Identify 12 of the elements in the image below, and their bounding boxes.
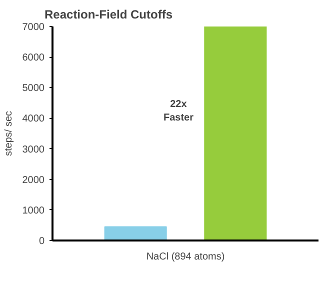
y-tick-label: 5000: [22, 83, 45, 94]
y-tick-label: 1000: [22, 205, 45, 216]
x-tick-label: NaCl (894 atoms): [146, 252, 225, 262]
y-tick-label: 7000: [22, 22, 45, 33]
chart-title: Reaction-Field Cutoffs: [44, 8, 173, 22]
y-tick-label: 2000: [22, 174, 45, 186]
y-tick-label: 0: [38, 236, 45, 247]
y-axis-title: steps/ sec: [3, 110, 14, 156]
y-tick-label: 6000: [22, 52, 45, 64]
y-tick-label: 3000: [22, 144, 45, 156]
annotation: 22x Faster: [163, 99, 194, 124]
y-tick-label: 4000: [22, 114, 45, 125]
